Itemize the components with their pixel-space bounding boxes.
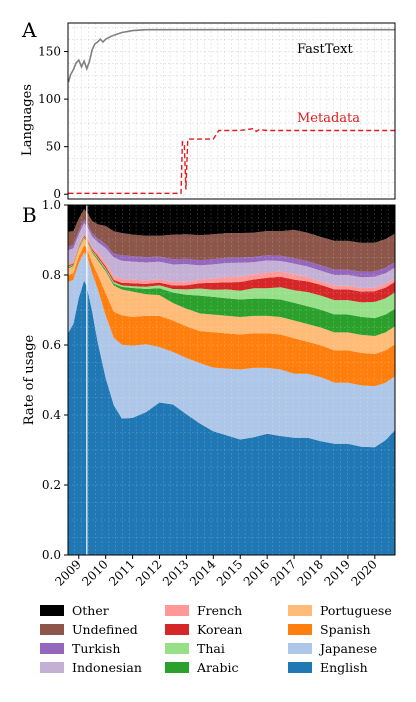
panel-a-y-tick-label: 0 [53, 187, 61, 201]
panel-b-y-tick-label: 0.8 [42, 268, 61, 282]
legend-label-arabic: Arabic [196, 660, 238, 675]
panel-a-chart: 0 50 100 150 FastText Metadata Languages [20, 22, 396, 201]
panel-a-y-tick-label: 150 [38, 45, 61, 59]
panel-b-frame [67, 204, 396, 556]
area-portuguese [68, 238, 395, 354]
panel-b-chart: 0.00.20.40.60.81.0 200920102011201220132… [22, 198, 396, 589]
panel-b-y-ticks: 0.0 0.2 0.4 0.6 0.8 1.0 [42, 198, 68, 562]
metadata-annotation: Metadata [297, 111, 360, 126]
panel-b-y-tick-label: 0.0 [42, 548, 61, 562]
legend-label-undefined: Undefined [72, 622, 138, 637]
legend-label-japanese: Japanese [318, 641, 377, 656]
legend-label-other: Other [72, 603, 109, 618]
legend-swatch-french [165, 605, 189, 616]
legend-label-korean: Korean [197, 622, 242, 637]
legend-label-portuguese: Portuguese [320, 603, 392, 618]
metadata-series-line [68, 127, 395, 194]
panel-b-stacked-areas [68, 205, 395, 555]
fasttext-series-line [67, 28, 395, 83]
legend-swatch-arabic [165, 662, 189, 673]
panel-b-y-tick-label: 0.6 [42, 338, 61, 352]
legend: Other French Portuguese Undefined Korean Span… [40, 603, 392, 675]
panel-b-y-tick-label: 0.4 [42, 408, 61, 422]
legend-swatch-spanish [288, 624, 312, 635]
legend-swatch-thai [165, 643, 189, 654]
panel-b-y-tick-label: 1.0 [42, 198, 61, 212]
panel-a-y-axis-label: Languages [20, 84, 35, 156]
legend-label-french: French [197, 603, 242, 618]
area-indonesian [68, 223, 395, 288]
panel-b-y-axis-label: Rate of usage [22, 334, 37, 425]
panel-a-y-tick-label: 50 [46, 140, 61, 154]
area-french [68, 233, 395, 292]
fasttext-annotation: FastText [297, 42, 353, 57]
panel-a-y-ticks: 0 50 100 150 [38, 45, 68, 201]
area-other [68, 205, 395, 243]
area-english [68, 280, 395, 555]
legend-swatch-korean [165, 624, 189, 635]
legend-swatch-turkish [40, 643, 64, 654]
legend-swatch-japanese [288, 643, 312, 654]
panel-a-frame [67, 22, 396, 200]
legend-label-spanish: Spanish [320, 622, 371, 637]
legend-swatch-english [288, 662, 312, 673]
legend-label-turkish: Turkish [72, 641, 120, 656]
legend-label-thai: Thai [197, 641, 225, 656]
legend-swatch-indonesian [40, 662, 64, 673]
area-undefined [68, 209, 395, 272]
legend-swatch-undefined [40, 624, 64, 635]
area-korean [68, 235, 395, 303]
legend-swatch-other [40, 605, 64, 616]
area-arabic [68, 237, 395, 336]
area-thai [68, 236, 395, 319]
panel-b-label: B [22, 203, 37, 227]
panel-b-y-tick-label: 0.2 [42, 478, 61, 492]
panel-a-label: A [21, 18, 37, 42]
panel-a-grid [67, 23, 396, 199]
legend-swatch-portuguese [288, 605, 312, 616]
panel-a-y-tick-label: 100 [38, 92, 61, 106]
legend-label-english: English [320, 660, 368, 675]
area-japanese [68, 252, 395, 448]
area-spanish [68, 245, 395, 387]
legend-label-indonesian: Indonesian [72, 660, 142, 675]
